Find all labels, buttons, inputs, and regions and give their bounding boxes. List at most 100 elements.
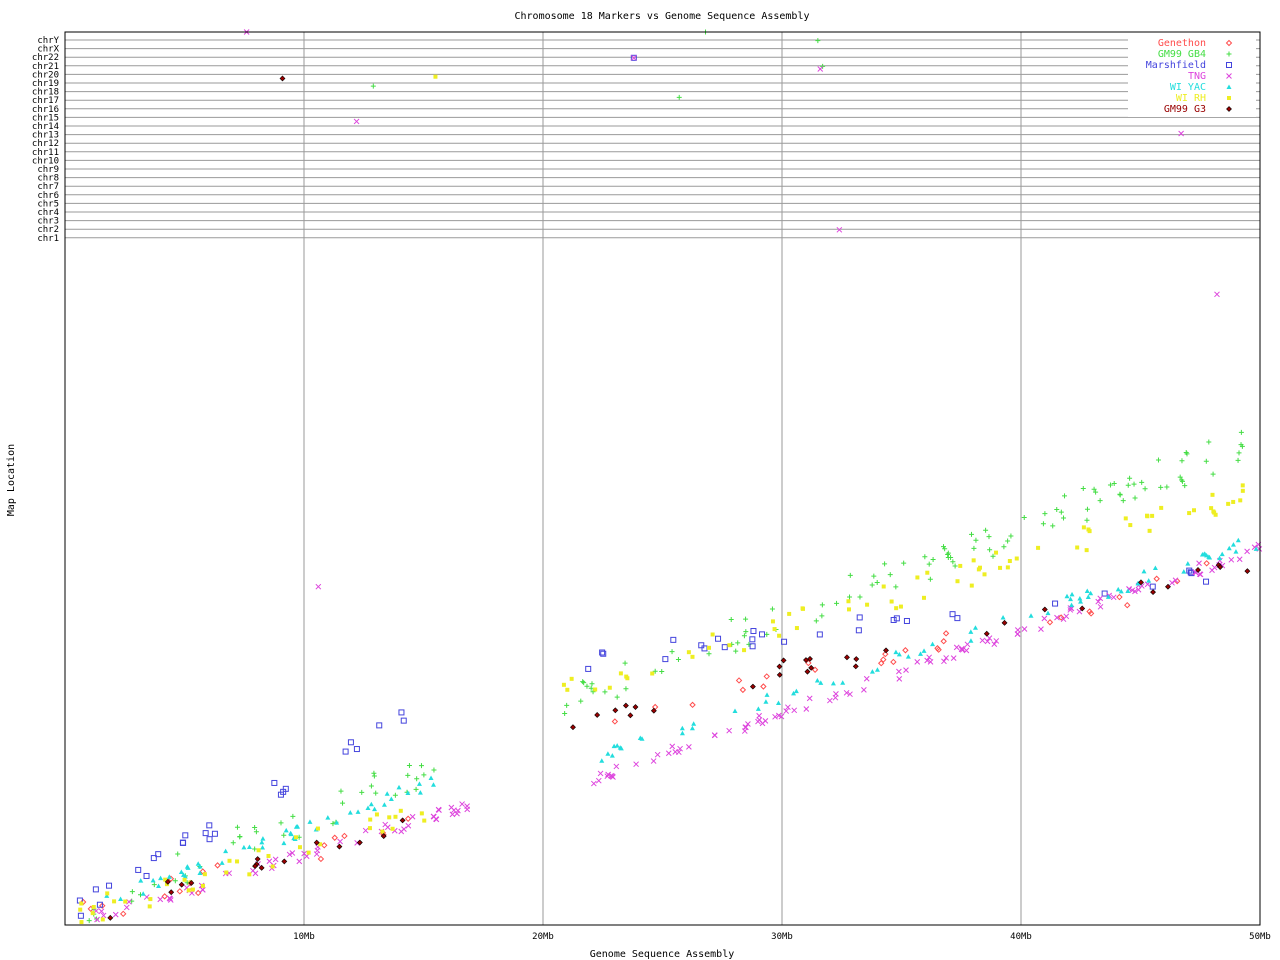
data-point [632, 704, 639, 710]
data-point [178, 881, 185, 888]
data-point [863, 675, 870, 682]
data-point [959, 646, 966, 653]
data-point [625, 676, 630, 681]
data-point [1014, 556, 1019, 561]
data-point [565, 687, 570, 692]
data-point [1150, 589, 1156, 596]
data-point [100, 912, 107, 919]
data-point [915, 575, 920, 580]
data-point [993, 638, 1000, 644]
data-point [336, 843, 343, 850]
data-point [353, 118, 360, 125]
data-point [337, 838, 343, 845]
y-tick-label: chr11 [32, 148, 59, 158]
data-point [1040, 521, 1046, 527]
data-point [570, 724, 576, 731]
data-point [164, 882, 169, 887]
data-point [865, 602, 870, 607]
data-point [405, 790, 411, 795]
data-point [185, 865, 191, 870]
data-point [670, 636, 677, 643]
data-point [1132, 588, 1138, 595]
data-point [342, 748, 349, 755]
data-point [614, 694, 620, 700]
data-point [151, 882, 157, 888]
y-tick-label: chr6 [37, 191, 59, 201]
data-point [942, 630, 950, 637]
data-point [819, 613, 825, 619]
data-point [769, 606, 775, 612]
data-point [200, 883, 205, 888]
data-point [775, 700, 781, 705]
data-point [368, 817, 373, 822]
data-point [399, 817, 406, 824]
series-tng [93, 541, 1263, 923]
data-point [164, 878, 171, 885]
y-tick-label: chr5 [37, 199, 59, 209]
data-point [776, 671, 783, 678]
data-point [325, 815, 331, 820]
data-point [138, 878, 144, 883]
data-point [1211, 564, 1218, 571]
data-point [155, 851, 162, 858]
data-point [306, 850, 311, 855]
data-point [1087, 529, 1092, 534]
data-point [1219, 551, 1225, 557]
data-point [315, 826, 320, 831]
data-point [609, 773, 616, 780]
data-point [742, 648, 747, 653]
data-point [400, 717, 407, 724]
legend-label: GM99 GB4 [1158, 49, 1206, 60]
data-point [618, 745, 624, 751]
data-point [1196, 560, 1202, 567]
data-point [791, 690, 797, 696]
data-point [1181, 569, 1187, 574]
data-point [1069, 591, 1075, 597]
data-point [890, 616, 897, 623]
data-point [830, 680, 836, 686]
data-point [833, 691, 839, 697]
data-point [396, 784, 402, 790]
data-point [1149, 583, 1156, 590]
data-point [880, 656, 887, 663]
data-point [893, 649, 899, 655]
data-point [223, 848, 229, 854]
data-point [650, 707, 657, 714]
data-point [356, 839, 363, 846]
data-point [588, 685, 594, 691]
data-point [1036, 545, 1041, 550]
data-point [609, 753, 615, 758]
data-point [808, 664, 815, 671]
data-point [98, 908, 105, 915]
data-point [600, 650, 607, 657]
data-point [79, 901, 84, 906]
grid-lines [65, 32, 1260, 925]
data-point [982, 572, 987, 577]
data-point [398, 709, 405, 716]
data-point [1097, 603, 1104, 610]
data-point [321, 842, 328, 849]
data-point [1244, 568, 1251, 575]
data-point [283, 827, 289, 833]
data-point [990, 553, 996, 559]
legend-background [1128, 35, 1256, 117]
data-point [374, 812, 379, 817]
data-point [370, 83, 376, 89]
data-point [380, 833, 387, 840]
data-point [605, 771, 611, 778]
data-point [973, 537, 979, 543]
y-tick-label: chr19 [32, 79, 59, 89]
data-point [100, 917, 105, 922]
data-point [1038, 626, 1044, 632]
data-point [421, 772, 427, 778]
data-point [613, 763, 620, 770]
data-point [855, 627, 862, 634]
data-point [1238, 442, 1244, 448]
data-point [1244, 548, 1250, 555]
data-point [413, 786, 419, 792]
data-point [94, 916, 100, 923]
x-axis-label: Genome Sequence Assembly [590, 949, 735, 960]
data-point [180, 839, 187, 846]
data-point [163, 877, 168, 882]
data-point [86, 918, 92, 924]
